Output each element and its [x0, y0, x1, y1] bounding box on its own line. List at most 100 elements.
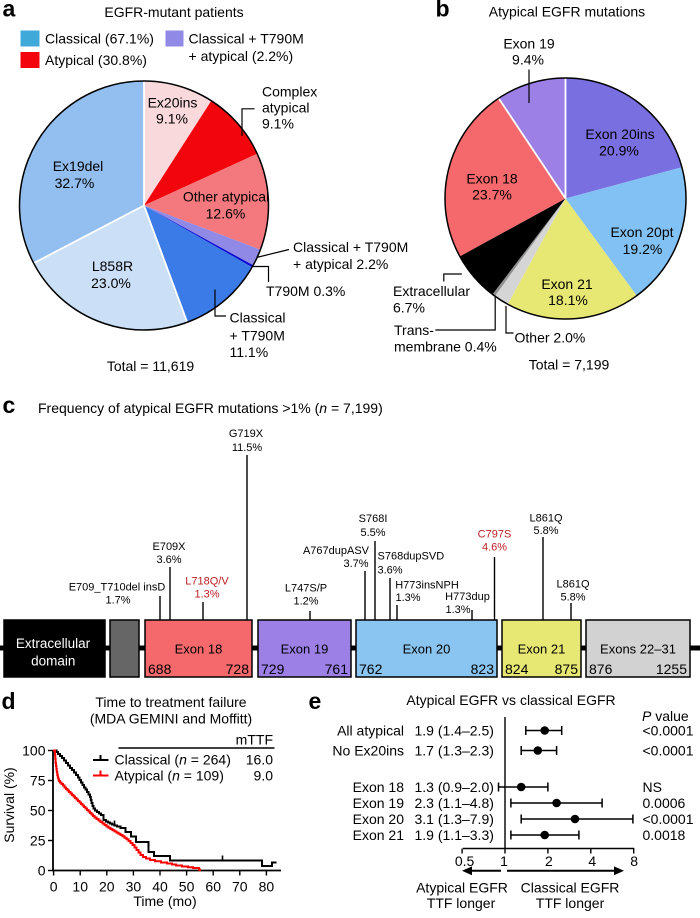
svg-text:L858R: L858R: [92, 258, 133, 274]
svg-text:1.7%: 1.7%: [105, 595, 130, 607]
svg-text:6.7%: 6.7%: [393, 300, 425, 316]
svg-text:All atypical: All atypical: [337, 723, 404, 739]
svg-text:+ atypical 2.2%: + atypical 2.2%: [293, 256, 388, 272]
svg-text:4: 4: [588, 853, 596, 869]
svg-text:19.2%: 19.2%: [623, 241, 663, 257]
svg-text:d: d: [2, 688, 16, 714]
svg-text:11.1%: 11.1%: [230, 344, 269, 360]
svg-text:c: c: [3, 392, 16, 418]
svg-text:Atypical (30.8%): Atypical (30.8%): [45, 52, 147, 68]
svg-text:3.1 (1.3–7.9): 3.1 (1.3–7.9): [415, 811, 494, 827]
svg-text:Total = 7,199: Total = 7,199: [529, 357, 610, 373]
svg-text:50: 50: [179, 879, 195, 895]
svg-text:L861Q: L861Q: [529, 513, 562, 525]
svg-text:824: 824: [505, 661, 529, 677]
svg-text:S768dupSVD: S768dupSVD: [378, 551, 445, 563]
svg-text:1.7 (1.3–2.3): 1.7 (1.3–2.3): [415, 743, 494, 759]
svg-text:1.3 (0.9–2.0): 1.3 (0.9–2.0): [415, 779, 494, 795]
svg-text:H773dup: H773dup: [445, 591, 490, 603]
svg-text:876: 876: [589, 661, 613, 677]
svg-text:Survival (%): Survival (%): [1, 767, 17, 842]
svg-text:70: 70: [232, 879, 248, 895]
svg-text:EGFR-mutant patients: EGFR-mutant patients: [104, 4, 243, 20]
svg-text:9.4%: 9.4%: [512, 52, 544, 68]
svg-text:A767dupASV: A767dupASV: [303, 545, 370, 557]
svg-text:18.1%: 18.1%: [548, 292, 588, 308]
svg-text:23.0%: 23.0%: [91, 275, 131, 291]
svg-text:Extracellular: Extracellular: [393, 283, 470, 299]
svg-text:0.0006: 0.0006: [643, 795, 686, 811]
svg-text:Classical (n = 264): Classical (n = 264): [115, 752, 231, 768]
svg-text:T790M 0.3%: T790M 0.3%: [266, 283, 345, 299]
svg-text:1.3%: 1.3%: [194, 589, 219, 601]
svg-text:50: 50: [30, 803, 46, 819]
svg-text:Exons 22–31: Exons 22–31: [600, 642, 676, 657]
svg-text:3.7%: 3.7%: [343, 558, 368, 570]
svg-text:1.9 (1.1–3.3): 1.9 (1.1–3.3): [415, 827, 494, 843]
svg-text:0.0018: 0.0018: [643, 827, 686, 843]
svg-text:1: 1: [500, 853, 508, 869]
svg-text:Exon 19: Exon 19: [281, 642, 329, 657]
svg-text:H773insNPH: H773insNPH: [395, 580, 459, 592]
svg-text:Total = 11,619: Total = 11,619: [107, 358, 195, 374]
svg-text:<0.0001: <0.0001: [643, 743, 694, 759]
svg-text:TTF longer: TTF longer: [536, 895, 605, 911]
svg-text:e: e: [309, 688, 322, 714]
svg-text:2.3 (1.1–4.8): 2.3 (1.1–4.8): [415, 795, 494, 811]
svg-text:5.5%: 5.5%: [360, 527, 385, 539]
svg-text:b: b: [436, 0, 450, 22]
svg-text:1.3%: 1.3%: [445, 604, 470, 616]
svg-text:+ T790M: + T790M: [230, 328, 285, 344]
svg-text:75: 75: [30, 773, 46, 789]
svg-text:0.5: 0.5: [455, 853, 475, 869]
svg-text:L718Q/V: L718Q/V: [185, 576, 229, 588]
svg-text:688: 688: [148, 661, 172, 677]
svg-text:Time (mo): Time (mo): [133, 893, 196, 909]
svg-text:<0.0001: <0.0001: [643, 811, 694, 827]
svg-text:1.2%: 1.2%: [293, 596, 318, 608]
svg-text:Trans-: Trans-: [394, 322, 434, 338]
svg-text:Exon 20ins: Exon 20ins: [585, 126, 654, 142]
svg-text:C797S: C797S: [478, 529, 512, 541]
svg-text:2: 2: [545, 853, 553, 869]
svg-text:Exon 21: Exon 21: [541, 276, 593, 292]
svg-text:P value: P value: [642, 708, 689, 724]
svg-text:8: 8: [630, 853, 638, 869]
svg-text:16.0: 16.0: [246, 752, 273, 768]
svg-text:G719X: G719X: [229, 428, 264, 440]
svg-text:0: 0: [50, 879, 58, 895]
svg-text:Exon 20: Exon 20: [403, 642, 451, 657]
svg-text:11.5%: 11.5%: [232, 442, 263, 454]
svg-text:1.9 (1.4–2.5): 1.9 (1.4–2.5): [415, 723, 494, 739]
svg-text:729: 729: [261, 661, 285, 677]
svg-text:5.8%: 5.8%: [533, 525, 558, 537]
svg-text:Classical: Classical: [230, 310, 286, 326]
svg-text:728: 728: [226, 661, 250, 677]
svg-text:40: 40: [152, 879, 168, 895]
svg-text:9.1%: 9.1%: [262, 116, 294, 132]
svg-text:100: 100: [22, 743, 46, 759]
svg-text:3.6%: 3.6%: [156, 554, 181, 566]
svg-text:No Ex20ins: No Ex20ins: [332, 743, 404, 759]
svg-text:Exon 19: Exon 19: [353, 795, 405, 811]
svg-text:Exon 19: Exon 19: [503, 36, 555, 52]
svg-text:80: 80: [259, 879, 275, 895]
svg-text:NS: NS: [643, 779, 662, 795]
svg-text:Exon 21: Exon 21: [353, 827, 405, 843]
svg-text:0: 0: [38, 863, 46, 879]
svg-text:Exon 21: Exon 21: [518, 642, 566, 657]
svg-text:12.6%: 12.6%: [206, 206, 246, 222]
svg-text:Other atypical: Other atypical: [183, 189, 269, 205]
svg-text:(MDA GEMINI and Moffitt): (MDA GEMINI and Moffitt): [90, 711, 252, 727]
svg-text:Atypical EGFR mutations: Atypical EGFR mutations: [489, 4, 645, 20]
svg-text:32.7%: 32.7%: [55, 175, 95, 191]
svg-text:Exon 20pt: Exon 20pt: [610, 224, 673, 240]
svg-text:Extracellular: Extracellular: [16, 636, 91, 651]
svg-text:Exon 18: Exon 18: [175, 642, 223, 657]
svg-text:Classical + T790M: Classical + T790M: [189, 31, 304, 47]
svg-text:20.9%: 20.9%: [599, 143, 639, 159]
svg-text:TTF longer: TTF longer: [427, 895, 496, 911]
svg-text:Other 2.0%: Other 2.0%: [515, 330, 586, 346]
svg-text:Complex: Complex: [262, 84, 317, 100]
svg-text:mTTF: mTTF: [236, 732, 273, 748]
